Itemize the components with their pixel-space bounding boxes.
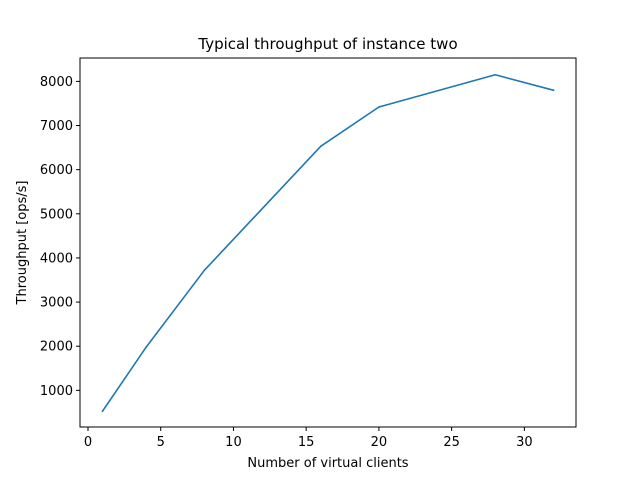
y-tick-label: 3000	[40, 296, 73, 311]
y-tick-label: 4000	[40, 251, 73, 266]
y-axis-ticks: 1000 2000 3000 4000 5000 6000 7000 8000	[40, 75, 80, 399]
x-tick-label: 5	[157, 435, 165, 450]
x-tick-label: 25	[443, 435, 460, 450]
x-axis-ticks: 0 5 10 15 20 25 30	[84, 427, 533, 450]
data-point	[101, 410, 104, 412]
axes-frame	[79, 57, 577, 428]
y-axis-label: Throughput [ops/s]	[15, 181, 30, 306]
y-tick-label: 5000	[40, 207, 73, 222]
x-tick-label: 20	[371, 435, 388, 450]
x-tick-label: 0	[84, 435, 92, 450]
data-point	[552, 89, 555, 92]
y-tick-label: 7000	[40, 119, 73, 134]
x-tick-label: 10	[225, 435, 242, 450]
chart-title: Typical throughput of instance two	[197, 35, 457, 53]
y-tick-label: 8000	[40, 75, 73, 90]
data-point	[203, 269, 206, 272]
x-tick-label: 30	[516, 435, 533, 450]
data-point	[494, 73, 497, 76]
data-point	[378, 106, 380, 108]
y-tick-label: 6000	[40, 163, 73, 178]
x-tick-label: 15	[298, 435, 315, 450]
data-point	[145, 346, 147, 348]
x-axis-label: Number of virtual clients	[247, 456, 408, 471]
y-tick-label: 2000	[40, 340, 73, 355]
data-point	[319, 145, 322, 148]
y-tick-label: 1000	[40, 384, 73, 399]
plot-area	[101, 73, 555, 413]
